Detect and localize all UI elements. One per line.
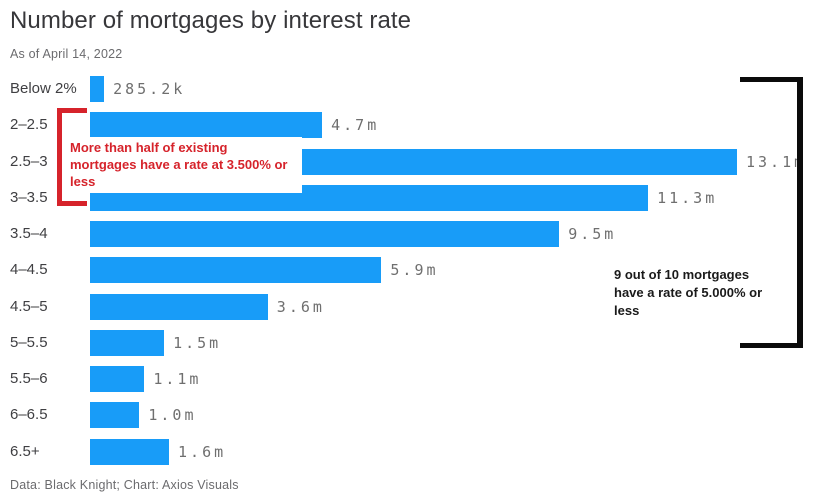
bar-row: 5–5.5 1.5m [0,329,820,356]
value-label: 9.5m [568,225,617,244]
category-label: 6–6.5 [10,406,48,424]
bar-row: Below 2% 285.2k [0,76,820,102]
bar [90,293,268,320]
bar [90,438,170,465]
bar [90,112,323,139]
category-label: 4.5–5 [10,297,48,315]
chart-title: Number of mortgages by interest rate [10,7,412,34]
value-label: 1.5m [173,333,222,352]
category-label: 4–4.5 [10,261,48,279]
left-bracket [57,108,87,206]
bar-row: 5.5–6 1.1m [0,366,820,393]
chart-subtitle: As of April 14, 2022 [10,47,123,61]
category-label: Below 2% [10,80,77,97]
bar [90,76,105,102]
value-label: 3.6m [276,297,325,316]
category-label: 3–3.5 [10,188,48,206]
value-label: 1.6m [178,442,227,461]
bar-row: 6.5+ 1.6m [0,438,820,465]
annotation-left-callout: More than half of existing mortgages hav… [63,137,302,193]
value-label: 5.9m [390,261,439,280]
value-label: 4.7m [331,116,380,135]
bar-row: 3.5–4 9.5m [0,221,820,248]
value-label: 11.3m [657,188,718,207]
right-bracket [740,77,803,348]
bar-row: 6–6.5 1.0m [0,402,820,429]
category-label: 2–2.5 [10,116,48,134]
value-label: 1.1m [153,370,202,389]
bar [90,366,145,393]
category-label: 2.5–3 [10,152,48,170]
category-label: 3.5–4 [10,225,48,243]
bar-row: 2–2.5 4.7m [0,112,820,139]
category-label: 5.5–6 [10,370,48,388]
bar-row: 4.5–5 3.6m [0,293,820,320]
bar [90,402,140,429]
value-label: 13.1m [746,152,807,171]
bar [90,257,382,284]
annotation-right-callout: 9 out of 10 mortgages have a rate of 5.0… [614,267,763,318]
bar-chart: Below 2% 285.2k 2–2.5 4.7m 2.5–3 13.1m 3–3.5 11… [0,76,820,465]
category-label: 6.5+ [10,442,40,460]
source-credit: Data: Black Knight; Chart: Axios Visuals [10,478,239,492]
value-label: 1.0m [148,406,197,425]
value-label: 285.2k [113,80,186,98]
bar-row: 4–4.5 5.9m [0,257,820,284]
bar [90,221,560,248]
category-label: 5–5.5 [10,333,48,351]
bar [90,329,165,356]
